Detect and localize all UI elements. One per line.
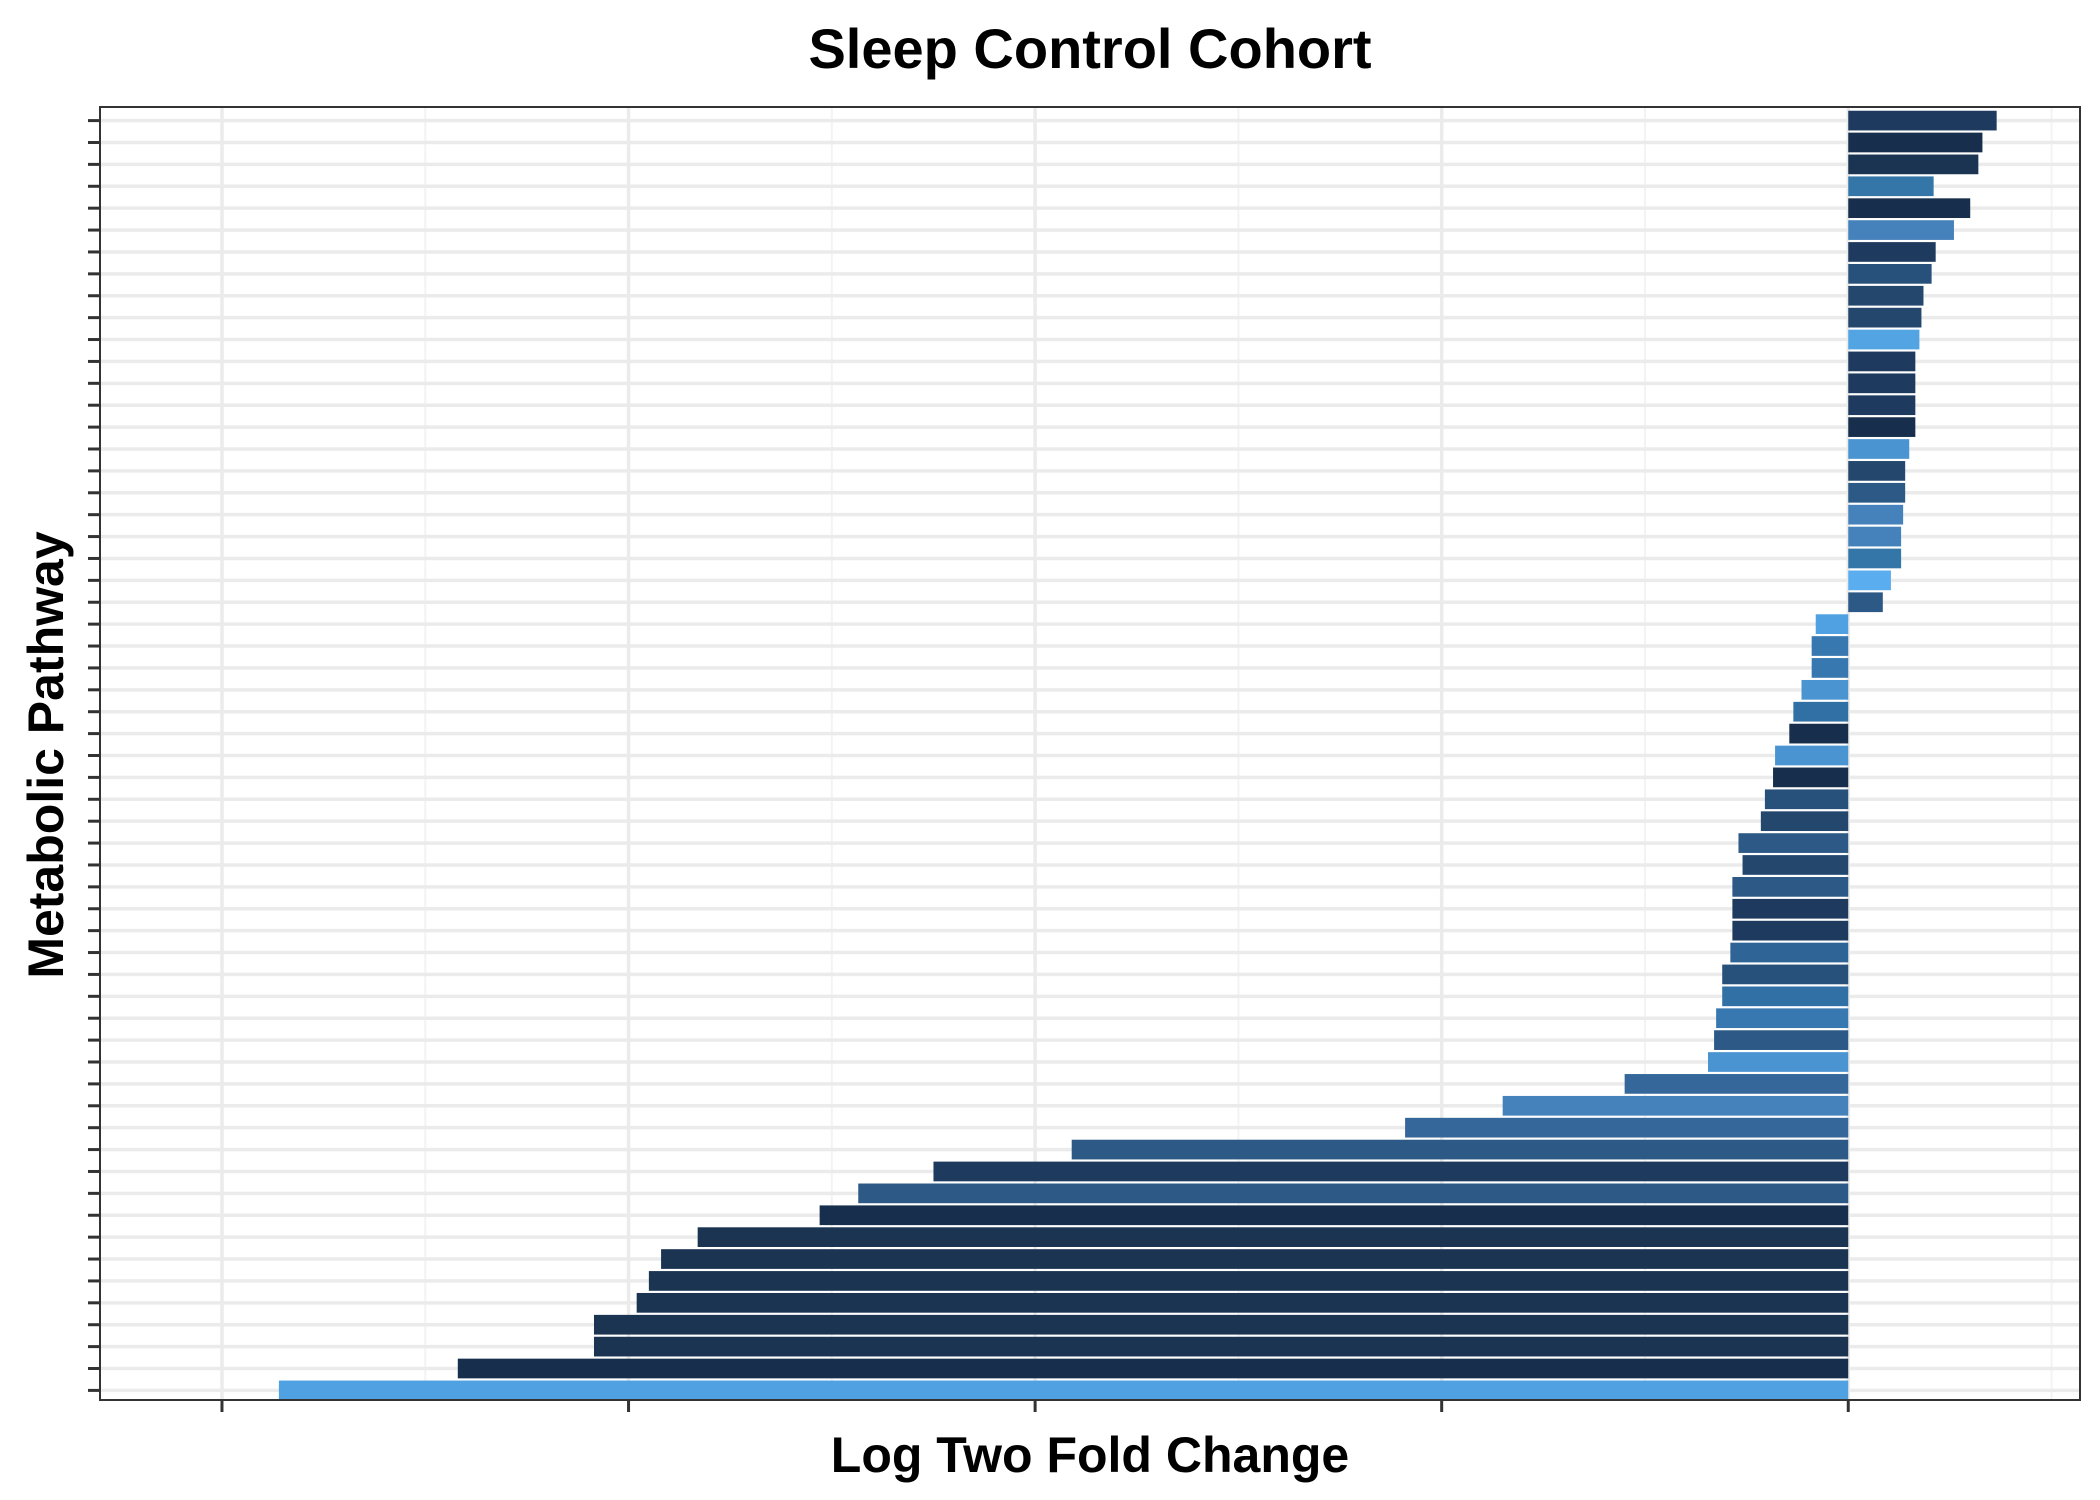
bar xyxy=(1811,658,1849,678)
chart-title: Sleep Control Cohort xyxy=(808,17,1371,80)
bar xyxy=(1732,920,1849,941)
bar xyxy=(1801,679,1849,700)
bar xyxy=(697,1227,1849,1248)
bar xyxy=(1848,504,1904,525)
bar xyxy=(1760,811,1849,832)
bar xyxy=(1848,110,1997,131)
x-axis-label: Log Two Fold Change xyxy=(831,1427,1349,1483)
bar xyxy=(1848,417,1916,437)
bar xyxy=(1742,855,1849,875)
bar xyxy=(1848,132,1983,153)
bar xyxy=(1848,570,1891,591)
x-axis-ticks xyxy=(220,1400,1850,1412)
bar xyxy=(1624,1074,1849,1094)
bar xyxy=(1773,767,1849,788)
bar xyxy=(1730,942,1849,963)
bar xyxy=(1405,1117,1849,1138)
bar xyxy=(1071,1139,1849,1160)
bar xyxy=(933,1161,1849,1182)
bar xyxy=(1848,263,1932,284)
bar xyxy=(1722,986,1849,1007)
bar xyxy=(1732,877,1849,897)
bar xyxy=(278,1380,1849,1401)
bar xyxy=(593,1336,1849,1357)
bar xyxy=(1848,154,1979,175)
y-axis-label: Metabolic Pathway xyxy=(18,531,74,979)
bar xyxy=(819,1205,1849,1226)
bar xyxy=(1732,898,1849,919)
bar xyxy=(1722,964,1849,985)
bar xyxy=(648,1271,1849,1291)
bar xyxy=(1848,329,1920,350)
plot-border xyxy=(99,106,2081,1401)
bar xyxy=(1815,614,1849,634)
bar xyxy=(1811,636,1849,656)
bar xyxy=(1738,833,1849,853)
bar xyxy=(457,1358,1849,1379)
bar xyxy=(661,1249,1849,1269)
bar xyxy=(1789,723,1849,744)
bar xyxy=(1848,176,1934,197)
bar xyxy=(1716,1008,1849,1029)
bar xyxy=(1793,701,1849,722)
bar xyxy=(1848,373,1916,394)
bar xyxy=(1848,285,1924,306)
y-axis-ticks xyxy=(88,119,100,1392)
bar xyxy=(1848,307,1922,328)
bar xyxy=(593,1314,1849,1335)
bar xyxy=(1848,461,1906,481)
bar xyxy=(1764,789,1849,810)
bar xyxy=(1848,482,1906,503)
bar xyxy=(1848,592,1883,613)
bar xyxy=(858,1183,1849,1204)
bar xyxy=(1714,1030,1849,1050)
bar xyxy=(636,1292,1849,1313)
bar xyxy=(1848,548,1902,569)
bar xyxy=(1848,439,1910,459)
bar xyxy=(1848,198,1971,219)
bar xyxy=(1848,526,1902,547)
bar xyxy=(1848,220,1954,240)
bar xyxy=(1848,351,1916,372)
bar xyxy=(1775,745,1849,766)
bar xyxy=(1502,1095,1849,1116)
bars xyxy=(278,110,1997,1401)
bar xyxy=(1848,395,1916,416)
bar xyxy=(1848,242,1936,262)
bar xyxy=(1707,1052,1849,1072)
